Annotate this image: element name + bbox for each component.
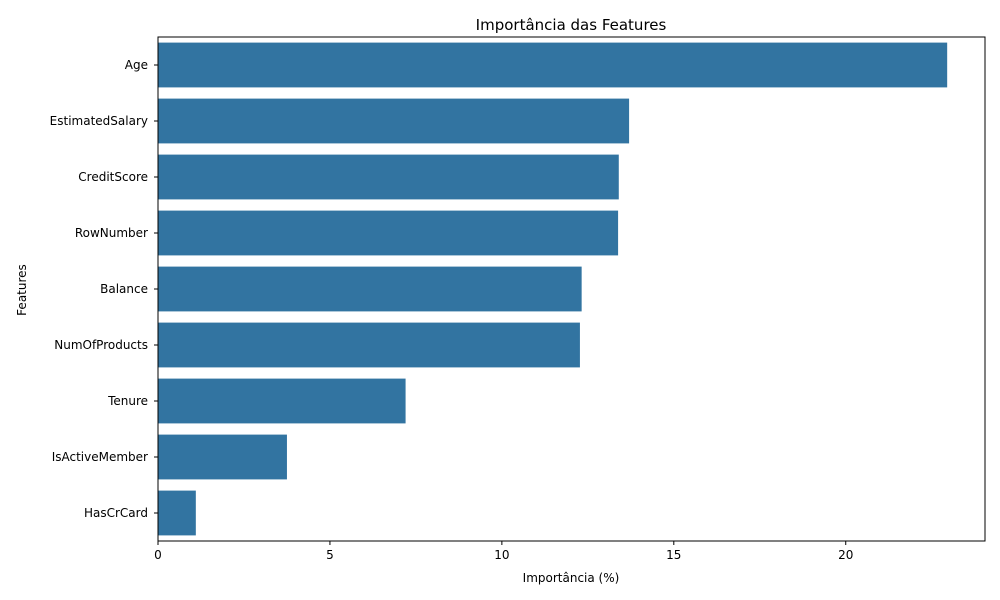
y-axis-label: Features	[15, 264, 29, 316]
y-tick-label: Age	[125, 58, 148, 72]
x-axis-label: Importância (%)	[523, 571, 620, 585]
bar-isactivemember	[158, 434, 287, 480]
y-tick-label: Balance	[100, 282, 148, 296]
y-tick-label: HasCrCard	[84, 506, 148, 520]
y-tick-label: EstimatedSalary	[50, 114, 148, 128]
x-tick-label: 15	[666, 548, 681, 562]
y-tick-label: NumOfProducts	[54, 338, 148, 352]
y-tick-label: IsActiveMember	[52, 450, 148, 464]
bar-hascrcard	[158, 490, 196, 536]
bar-tenure	[158, 378, 406, 424]
x-tick-label: 0	[154, 548, 162, 562]
y-tick-label: CreditScore	[78, 170, 148, 184]
bar-rownumber	[158, 210, 619, 256]
x-tick-label: 20	[838, 548, 853, 562]
bars-layer	[158, 42, 948, 536]
bar-creditscore	[158, 154, 619, 200]
y-tick-label: Tenure	[107, 394, 148, 408]
plot-frame	[157, 36, 986, 542]
y-tick-label: RowNumber	[75, 226, 148, 240]
bar-age	[158, 42, 948, 88]
y-ticks-layer: Age EstimatedSalary CreditScore RowNumber Ba…	[50, 58, 158, 520]
bar-numofproducts	[158, 322, 580, 368]
bar-balance	[158, 266, 582, 312]
x-ticks-layer: 0 5 10 15 20	[154, 541, 853, 562]
chart-title: Importância das Features	[476, 16, 667, 34]
x-tick-label: 5	[326, 548, 334, 562]
bar-estimatedsalary	[158, 98, 630, 144]
x-tick-label: 10	[494, 548, 509, 562]
